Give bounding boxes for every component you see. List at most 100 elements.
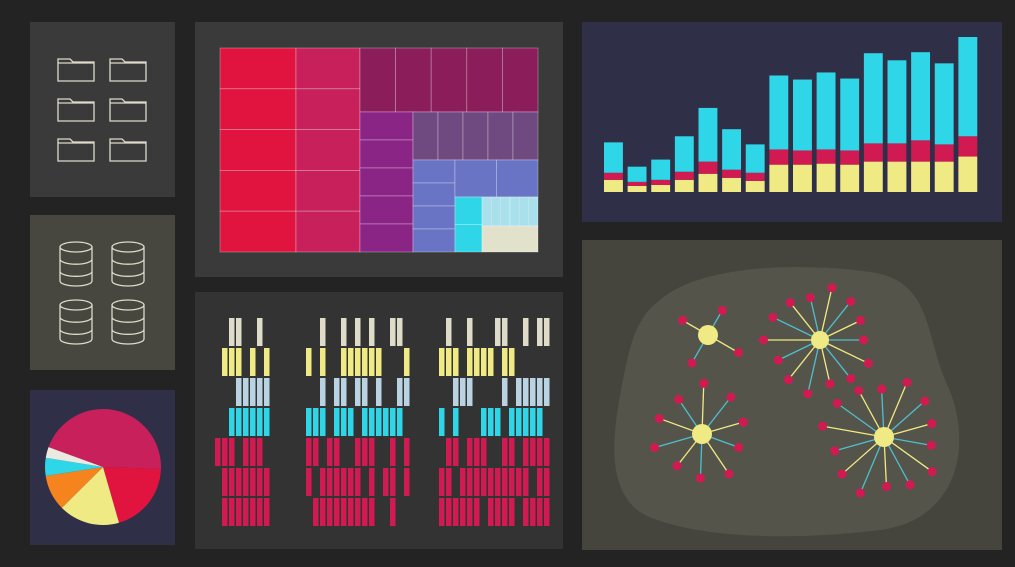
pattern-cell — [481, 468, 487, 496]
bar-segment — [722, 129, 742, 170]
pattern-cell — [537, 318, 543, 346]
network-leaf — [738, 417, 748, 427]
bar-segment — [604, 179, 623, 192]
pie-slice — [61, 467, 119, 525]
network-leaf — [846, 296, 856, 306]
pattern-cell — [306, 408, 312, 436]
network-leaf — [920, 396, 930, 406]
pattern-cell — [229, 408, 235, 436]
treemap-cell — [412, 111, 439, 161]
pattern-cell — [355, 438, 361, 466]
treemap-cell — [466, 47, 503, 113]
pattern-cell — [264, 378, 270, 406]
pattern-cell — [348, 408, 354, 436]
treemap-cell — [395, 47, 432, 113]
network-leaf — [854, 386, 864, 396]
pattern-cell — [509, 468, 515, 496]
pattern-cell — [516, 408, 522, 436]
bar-segment — [840, 164, 860, 192]
network-leaf — [783, 375, 793, 385]
pattern-cell — [257, 498, 263, 526]
treemap-cell — [501, 47, 539, 113]
pattern-cell — [530, 438, 536, 466]
pattern-cell — [488, 408, 494, 436]
pattern-cell — [222, 348, 228, 376]
treemap-cell — [219, 169, 297, 212]
pattern-cell — [215, 438, 221, 466]
folder-icon — [109, 98, 147, 122]
pattern-cell — [481, 348, 487, 376]
network-edge — [859, 436, 885, 494]
pattern-cell — [264, 498, 270, 526]
network-leaf — [837, 469, 847, 479]
bar-segment — [816, 149, 836, 164]
pattern-cell — [257, 318, 263, 346]
pattern-cell — [390, 468, 396, 496]
pattern-cell — [229, 318, 235, 346]
stacked-bar-chart — [604, 37, 978, 192]
pattern-cell — [474, 438, 480, 466]
network-hub — [698, 325, 718, 345]
pattern-cell — [446, 348, 452, 376]
pattern-cell — [327, 438, 333, 466]
pattern-cell — [390, 408, 396, 436]
pattern-cell — [390, 498, 396, 526]
network-leaf — [927, 467, 937, 477]
pattern-cell — [537, 468, 543, 496]
folder-icon — [109, 58, 147, 82]
database-icon — [111, 241, 145, 287]
network-leaf — [758, 335, 768, 345]
pattern-cell — [369, 438, 375, 466]
treemap-cell — [359, 195, 414, 225]
treemap-cell — [359, 223, 414, 253]
pattern-cell — [544, 438, 550, 466]
bar-segment — [769, 164, 789, 192]
pattern-cell — [341, 348, 347, 376]
pattern-cell — [439, 498, 445, 526]
bar-segment — [627, 166, 647, 182]
pattern-cell — [516, 378, 522, 406]
bar-segment — [958, 156, 978, 192]
network-hub — [692, 424, 712, 444]
pattern-cell — [236, 348, 242, 376]
pattern-cell — [516, 468, 522, 496]
pattern-cell — [390, 438, 396, 466]
pattern-cell — [341, 498, 347, 526]
treemap-cell — [359, 111, 414, 141]
bar-segment — [958, 136, 978, 157]
pattern-cell — [341, 378, 347, 406]
pattern-cell — [313, 498, 319, 526]
pattern-cell — [383, 468, 389, 496]
pattern-cell — [404, 468, 410, 496]
pattern-cell — [369, 348, 375, 376]
pattern-cell — [544, 468, 550, 496]
pattern-cell — [439, 468, 445, 496]
treemap-cell — [359, 47, 396, 113]
pattern-cell — [320, 378, 326, 406]
pattern-cell — [355, 348, 361, 376]
pie-slice — [48, 408, 161, 470]
bar-segment — [674, 171, 694, 180]
bar-segment — [745, 172, 765, 181]
treemap-cell — [512, 111, 539, 161]
pattern-cell — [257, 378, 263, 406]
network-leaf — [827, 283, 837, 293]
pattern-cell — [523, 378, 529, 406]
pattern-cell — [481, 438, 487, 466]
pattern-cell — [523, 438, 529, 466]
network-leaf — [818, 421, 828, 431]
network-leaf — [654, 413, 664, 423]
pie-slice — [103, 467, 161, 523]
pattern-cell — [222, 468, 228, 496]
bar-segment — [651, 179, 671, 185]
pattern-cell — [306, 468, 312, 496]
pattern-cell — [509, 438, 515, 466]
network-leaf — [695, 473, 705, 483]
pattern-cell — [229, 498, 235, 526]
bar-segment — [745, 180, 765, 192]
treemap-cell — [219, 210, 297, 253]
treemap-cell — [454, 224, 483, 253]
pattern-cell — [404, 378, 410, 406]
pattern-cell — [334, 408, 340, 436]
